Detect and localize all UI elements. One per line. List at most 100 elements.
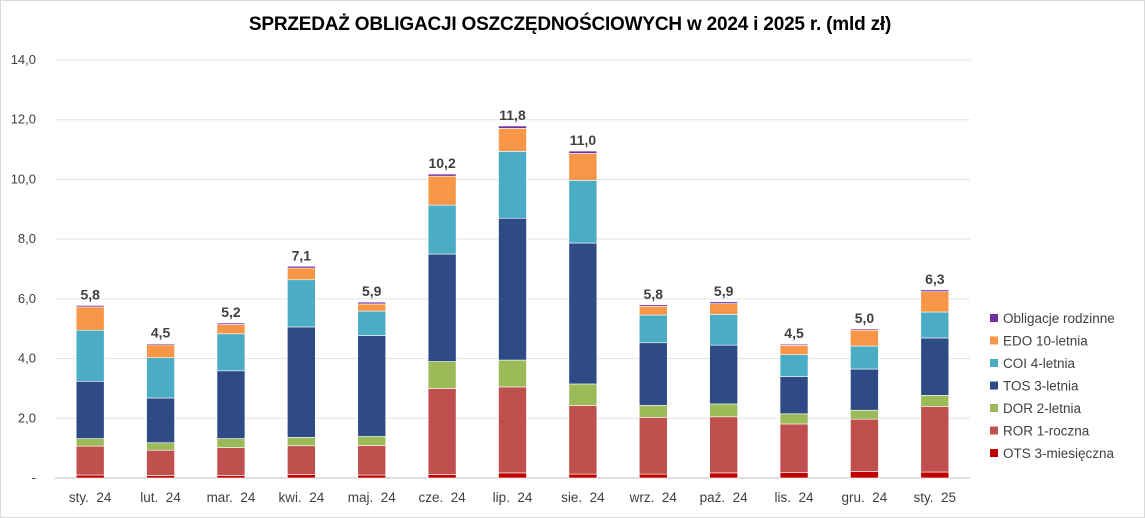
y-tick-label: - [32, 470, 36, 485]
bar-segment [498, 359, 527, 388]
bar-segment [498, 128, 527, 152]
bar-segment [568, 473, 598, 479]
bar-segment [287, 437, 316, 447]
y-tick-label: 14,0 [11, 52, 36, 67]
x-tick-label: maj. 24 [348, 490, 397, 505]
total-label: 5,8 [80, 286, 100, 302]
y-tick-label: 6,0 [18, 291, 36, 306]
bar-segment [75, 306, 105, 331]
bar-segment [146, 442, 175, 451]
bar-segment [357, 303, 387, 312]
bar-segment [357, 335, 387, 437]
y-tick-label: 10,0 [11, 171, 36, 186]
legend-label: Obligacje rodzinne [1003, 311, 1115, 326]
bar-segment [850, 329, 879, 347]
total-label: 5,8 [644, 286, 664, 302]
y-tick-label: 8,0 [18, 231, 36, 246]
bar-segment [287, 326, 316, 438]
bar-segment [850, 368, 879, 411]
legend-label: TOS 3-letnia [1003, 379, 1079, 394]
bar-segment [357, 310, 387, 336]
bar-segment [638, 304, 668, 307]
bar-segment [920, 289, 950, 292]
x-tick-label: mar. 24 [207, 490, 256, 505]
bar-segment [568, 180, 598, 244]
bar-segment [779, 423, 809, 473]
bar-segment [427, 175, 457, 206]
bar-segment [638, 314, 668, 344]
bar-segment [638, 306, 668, 316]
bar-segment [287, 474, 316, 479]
bar-segment [357, 474, 387, 479]
bar-segment [850, 471, 879, 479]
bar-segment [75, 438, 105, 447]
bar-segment [498, 125, 527, 129]
bar-segment [287, 267, 316, 281]
x-axis-labels: sty. 24 lut. 24 mar. 24 kwi. 24 maj. 24 cze. … [69, 490, 956, 505]
bar-segment [216, 475, 246, 479]
bar-segment [709, 344, 738, 405]
legend-swatch [990, 359, 998, 367]
bar-segment [709, 301, 738, 304]
bar-segment [568, 383, 598, 406]
total-label: 4,5 [151, 325, 171, 341]
bar-segment [850, 418, 879, 472]
bar-segment [709, 303, 738, 315]
bar-segment [850, 409, 879, 420]
x-tick-label: kwi. 24 [278, 490, 324, 505]
total-label: 11,0 [570, 132, 597, 148]
bar-segment [216, 322, 246, 325]
total-labels: 5,8 4,5 5,2 7,1 5,9 10,2 11,8 11,0 5,8 5,9 4,5 5,0 6… [80, 107, 944, 341]
legend-swatch [990, 381, 998, 390]
bar-segment [427, 388, 457, 475]
bar-segment [216, 333, 246, 372]
total-label: 5,9 [362, 283, 382, 299]
bar-segment [146, 449, 175, 476]
bar-segment [75, 474, 105, 479]
bar-segment [427, 361, 457, 389]
bar-segment [75, 329, 105, 382]
bar-segment [287, 445, 316, 475]
x-tick-label: lis. 24 [775, 490, 815, 505]
bar-segment [216, 370, 246, 439]
bar-segment [920, 291, 950, 313]
bar-segment [427, 253, 457, 362]
bar-segment [920, 471, 950, 479]
bar-segment [357, 436, 387, 446]
bar-segment [779, 413, 809, 425]
total-label: 5,0 [855, 310, 875, 326]
bar-segment [709, 314, 738, 346]
x-tick-label: wrz. 24 [629, 490, 678, 505]
bar-segment [427, 474, 457, 479]
bar-segment [779, 354, 809, 377]
bar-segment [357, 445, 387, 476]
legend-label: DOR 2-letnia [1003, 401, 1082, 416]
bar-segment [427, 173, 457, 177]
bar-segment [779, 472, 809, 479]
legend-swatch [990, 314, 998, 322]
x-tick-label: sie. 24 [561, 490, 605, 505]
bar-segment [498, 217, 527, 361]
bar-segment [709, 472, 738, 479]
bar-segment [920, 406, 950, 473]
x-tick-label: lut. 24 [140, 490, 181, 505]
y-tick-label: 4,0 [18, 351, 36, 366]
bar-segment [287, 266, 316, 269]
bar-segment [498, 386, 527, 474]
bar-segment [850, 345, 879, 370]
total-label: 10,2 [428, 155, 455, 171]
bar-segment [779, 376, 809, 415]
legend: Obligacje rodzinne EDO 10-letnia COI 4-let… [990, 311, 1115, 461]
x-tick-label: sty. 24 [69, 490, 112, 505]
x-tick-label: cze. 24 [418, 490, 466, 505]
y-axis-ticks: - 2,0 4,0 6,0 8,0 10,0 12,0 14,0 [11, 52, 36, 485]
bar-segment [357, 301, 387, 305]
bar-segment [709, 403, 738, 418]
bar-segment [216, 438, 246, 448]
legend-swatch [990, 336, 998, 345]
bar-segment [75, 305, 105, 308]
total-label: 5,2 [221, 304, 241, 320]
bar-segment [568, 405, 598, 475]
legend-swatch [990, 404, 998, 412]
